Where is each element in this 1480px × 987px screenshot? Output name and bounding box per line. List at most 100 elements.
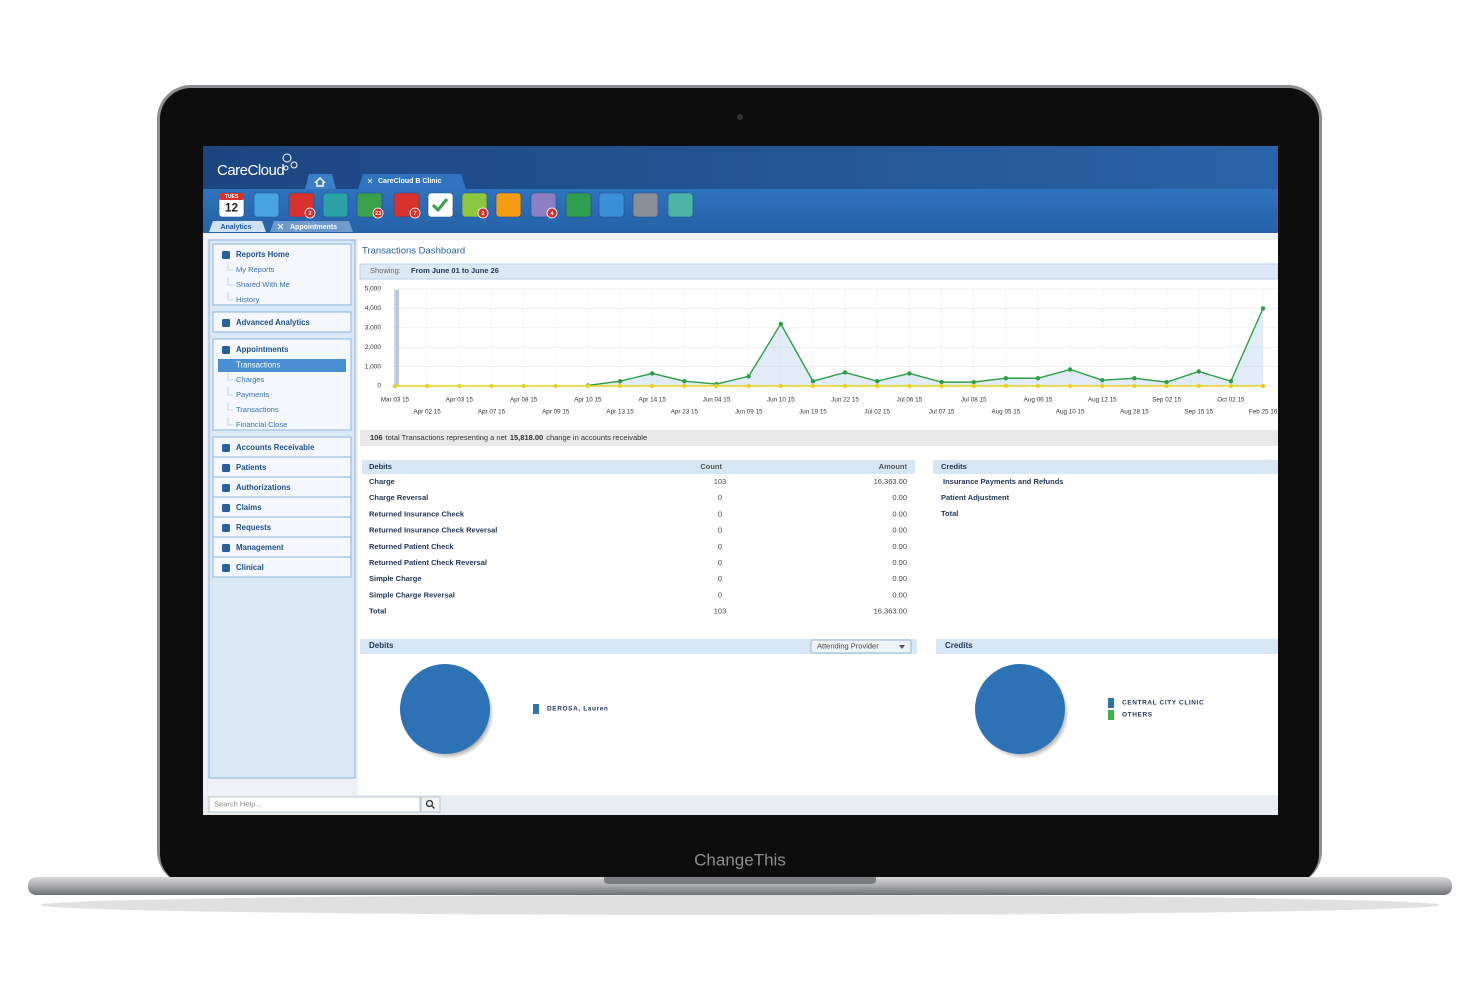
point	[1132, 376, 1137, 381]
point	[1067, 383, 1073, 389]
toolbar-icon[interactable]	[253, 192, 280, 218]
point	[1260, 306, 1266, 311]
nav-selected[interactable]	[218, 359, 346, 372]
nav-subitem[interactable]: My Reports	[236, 265, 275, 274]
nav-item[interactable]: Requests	[236, 523, 272, 532]
nav-item[interactable]: Accounts Receivable	[236, 443, 315, 452]
x-tick-label: Feb 25 16	[1249, 409, 1278, 416]
nav-subitem[interactable]: Payments	[236, 390, 270, 399]
point	[682, 378, 687, 384]
nav-item[interactable]: Clinical	[236, 563, 264, 572]
x-tick-label: Apr 03 15	[446, 397, 474, 404]
nav-subitem[interactable]: Charges	[236, 375, 265, 384]
y-tick-label: 5,000	[365, 286, 382, 293]
nav-item[interactable]: Appointments	[236, 345, 289, 354]
x-tick-label: Jun 09 15	[735, 409, 763, 416]
nav-icon	[222, 564, 230, 572]
summary-text: change in accounts receivable	[546, 433, 647, 442]
table-cell: Patient Adjustment	[941, 493, 1010, 502]
tables: Debits Count Amount Charge 103 16,363.00 Charg…	[369, 462, 1063, 616]
summary-text: total Transactions representing a net	[386, 433, 508, 442]
x-tick-label: Jun 22 15	[831, 397, 859, 404]
table-cell: 103	[714, 477, 727, 486]
point	[907, 371, 912, 376]
toolbar-icon[interactable]	[632, 192, 659, 218]
dashboard-title: Transactions Dashboard	[362, 246, 465, 257]
nav-item[interactable]: Reports Home	[236, 250, 290, 259]
table-cell: 0.00	[892, 558, 907, 567]
point	[1100, 377, 1105, 383]
toolbar-icon[interactable]	[565, 192, 592, 218]
home-icon	[314, 177, 326, 187]
point	[650, 371, 655, 376]
point	[489, 383, 494, 389]
column-header: Credits	[941, 462, 967, 471]
point	[971, 379, 976, 385]
nav-item[interactable]: Advanced Analytics	[236, 318, 310, 327]
nav-icon	[222, 346, 230, 354]
point	[971, 383, 976, 389]
table-cell: Simple Charge	[369, 574, 422, 583]
x-tick-label: Aug 05 15	[991, 409, 1020, 416]
line	[587, 308, 1264, 387]
tree-line	[227, 292, 233, 301]
appointments-tab[interactable]	[270, 221, 353, 232]
search-input[interactable]	[208, 796, 421, 813]
legend-swatch	[1108, 698, 1114, 708]
clinic-tab[interactable]	[358, 174, 466, 189]
table-cell: 0.00	[892, 590, 907, 599]
nav-subitem[interactable]: Transactions	[236, 405, 279, 414]
x-tick-label: Apr 13 15	[606, 409, 634, 416]
tab-close[interactable]	[367, 178, 373, 184]
calendar-top	[219, 193, 244, 200]
x-tick-label: Oct 02 15	[1217, 397, 1245, 404]
plot	[392, 306, 1266, 389]
home-tab[interactable]	[305, 174, 336, 189]
point	[714, 383, 719, 389]
nav-subitem[interactable]: Shared With Me	[236, 280, 290, 289]
legend-label: CENTRAL CITY CLINIC	[1122, 700, 1204, 707]
table-cell: 0.00	[892, 509, 907, 518]
legend-swatch	[533, 704, 539, 714]
analytics-tab-label: Analytics	[220, 224, 251, 231]
nav-item[interactable]: Claims	[236, 503, 262, 512]
laptop-base	[28, 877, 1452, 895]
point	[1164, 379, 1169, 385]
x-tick-label: Jun 19 15	[799, 409, 827, 416]
nav-icon	[222, 251, 230, 259]
legend-label: OTHERS	[1122, 712, 1153, 719]
y-tick-label: 1,000	[365, 363, 382, 370]
dropdown-label: Attending Provider	[817, 641, 879, 650]
table-cell: Charge Reversal	[369, 493, 428, 502]
point	[1035, 376, 1041, 381]
nav-item[interactable]: Authorizations	[236, 483, 291, 492]
tab-close[interactable]	[277, 223, 284, 230]
toolbar-icon[interactable]	[322, 192, 349, 218]
provider-dropdown[interactable]	[810, 639, 912, 654]
table-cell: 0	[718, 574, 722, 583]
table-cell: Returned Insurance Check	[369, 509, 465, 518]
nav-item[interactable]: Patients	[236, 463, 267, 472]
notch	[604, 877, 876, 884]
tree-line	[227, 417, 233, 426]
search-button[interactable]	[420, 796, 441, 813]
analytics-tab[interactable]	[209, 221, 266, 232]
toolbar-icon[interactable]	[598, 192, 625, 218]
nav-subitem[interactable]: Financial Close	[236, 420, 287, 429]
badge-count: 23	[375, 211, 381, 217]
nav-icon	[222, 504, 230, 512]
table-cell: Charge	[369, 477, 395, 486]
main-panel	[358, 240, 1278, 795]
table-cell: 0.00	[892, 526, 907, 535]
point	[1003, 383, 1009, 389]
x-tick-label: Jul 07 15	[929, 409, 955, 416]
toolbar-icon[interactable]	[495, 192, 522, 218]
badge-count: 2	[481, 211, 484, 217]
nav-item[interactable]: Management	[236, 543, 284, 552]
toolbar-icon[interactable]	[667, 192, 694, 218]
point	[1196, 369, 1201, 374]
x-tick-label: Aug 10 15	[1056, 409, 1085, 416]
nav-subitem[interactable]: History	[236, 295, 260, 304]
debits-pie-header	[360, 639, 917, 654]
x-tick-label: Apr 07 15	[478, 409, 506, 416]
